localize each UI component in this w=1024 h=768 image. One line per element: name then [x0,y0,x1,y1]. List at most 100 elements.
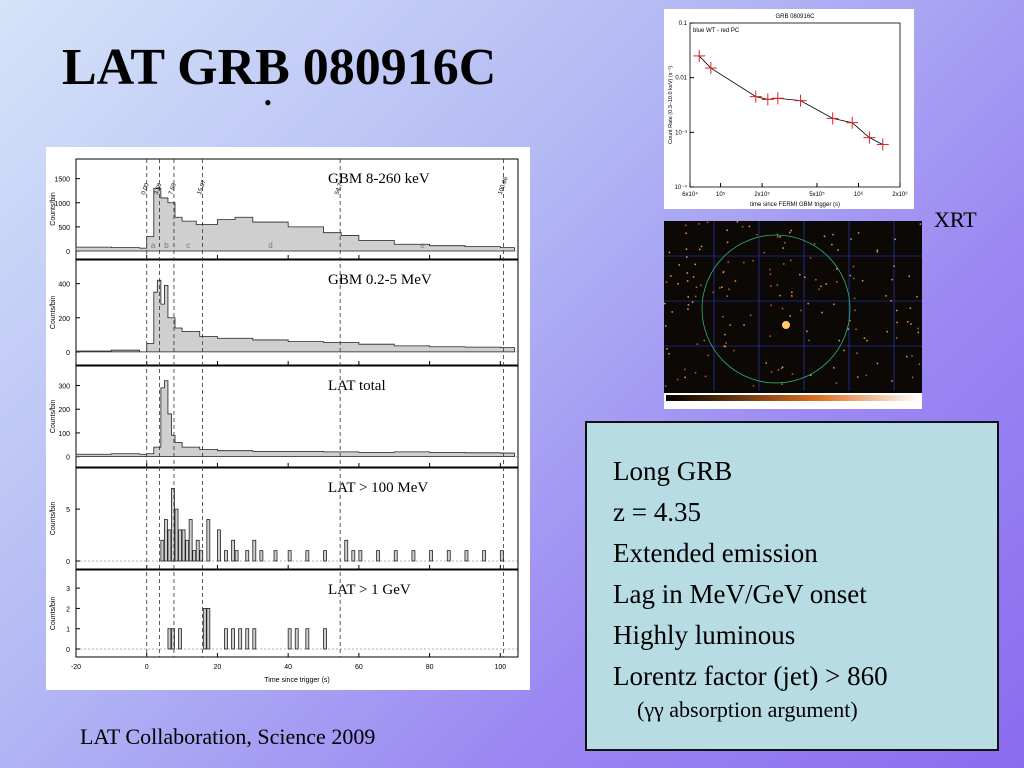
photon-dot [727,261,729,263]
photon-dot [666,348,668,350]
photon-dot [891,278,893,281]
interval-time-label: 0.00 [141,182,151,196]
photon-dot [749,314,752,316]
y-tick-label: 0 [66,455,70,462]
count-bar [231,539,235,562]
photon-dot [890,300,892,302]
count-bar [202,608,207,650]
interval-time-label: 7.68 [168,182,178,196]
panel-label: LAT > 1 GeV [328,582,411,598]
photon-dot [685,248,688,250]
photon-dot [837,249,839,251]
y-axis-label: Counts/bin [50,296,57,330]
photon-dot [695,286,698,289]
photon-dot [843,349,845,352]
photon-dot [726,241,729,244]
sky-background [664,221,922,391]
panel-label: GBM 8-260 keV [328,171,430,187]
summary-line: Extended emission [613,538,818,568]
photon-dot [876,362,879,365]
photon-dot [909,307,912,309]
photon-dot [809,257,812,259]
photon-dot [670,275,672,277]
photon-dot [853,277,855,280]
y-tick-label: 1 [66,627,70,634]
photon-dot [698,223,700,225]
y-tick-label: 300 [58,383,70,390]
count-bar [195,539,200,562]
photon-dot [724,345,727,348]
y-tick-label: 10⁻⁴ [675,184,688,191]
summary-line: Long GRB [613,456,733,486]
photon-dot [863,337,866,339]
colorbar [666,395,920,401]
photon-dot [776,284,779,286]
photon-dot [852,265,855,268]
photon-dot [815,278,817,281]
summary-box: Long GRB z = 4.35 Extended emission Lag … [585,421,999,751]
y-axis-label: Counts/bin [50,597,57,631]
photon-dot [676,378,679,381]
photon-dot [694,263,696,266]
photon-dot [748,225,751,228]
count-bar [344,539,349,562]
photon-dot [698,248,701,251]
count-bar [206,608,211,650]
photon-dot [726,229,728,232]
x-axis-label: time since FERMI GBM trigger (s) [750,202,840,208]
xrt-source [782,321,790,329]
count-bar [224,550,228,562]
summary-subnote: (γγ absorption argument) [637,697,858,722]
photon-dot [770,304,772,307]
photon-dot [833,303,835,306]
photon-dot [668,353,670,355]
y-tick-label: 200 [58,316,70,323]
photon-dot [694,372,697,374]
photon-dot [770,285,772,287]
count-bar [178,529,182,562]
count-bar [181,529,186,562]
y-tick-label: 0 [66,249,70,256]
photon-dot [853,297,856,300]
count-bar [171,487,175,562]
photon-dot [781,383,783,385]
photon-dot [743,261,745,264]
photon-dot [919,223,922,225]
photon-dot [820,285,822,288]
count-bar [323,628,327,650]
photon-dot [724,333,726,336]
count-bar [192,550,197,562]
count-bar [464,550,469,562]
count-bar [167,529,172,562]
lightcurve-figure: 0 500 1000 1500 Counts/bin GBM 8-260 keV 0 200 4… [46,147,530,690]
photon-dot [733,349,735,352]
xrt-sky-svg [664,221,922,409]
panel-label: LAT total [328,378,386,394]
y-tick-label: 0 [66,647,70,654]
photon-dot [696,343,699,345]
photon-dot [752,385,755,387]
xrt-label: XRT [934,207,977,232]
count-bar [199,550,204,562]
photon-dot [821,311,823,314]
photon-dot [831,243,833,246]
photon-dot [684,224,687,227]
photon-dot [885,295,887,297]
x-tick-label: 0 [145,664,149,671]
y-tick-label: 2 [66,606,70,613]
photon-dot [776,233,779,236]
photon-dot [855,328,857,331]
count-bar [245,628,250,650]
title-bullet: • [264,90,272,115]
count-bar [287,550,292,562]
citation: LAT Collaboration, Science 2009 [80,724,376,749]
photon-dot [665,281,668,283]
photon-dot [700,284,702,286]
photon-dot [865,374,868,377]
photon-dot [769,335,772,337]
photon-dot [765,362,767,364]
photon-dot [687,296,689,298]
photon-dot [777,369,780,371]
photon-dot [712,291,714,293]
interval-letter: e [420,241,425,250]
